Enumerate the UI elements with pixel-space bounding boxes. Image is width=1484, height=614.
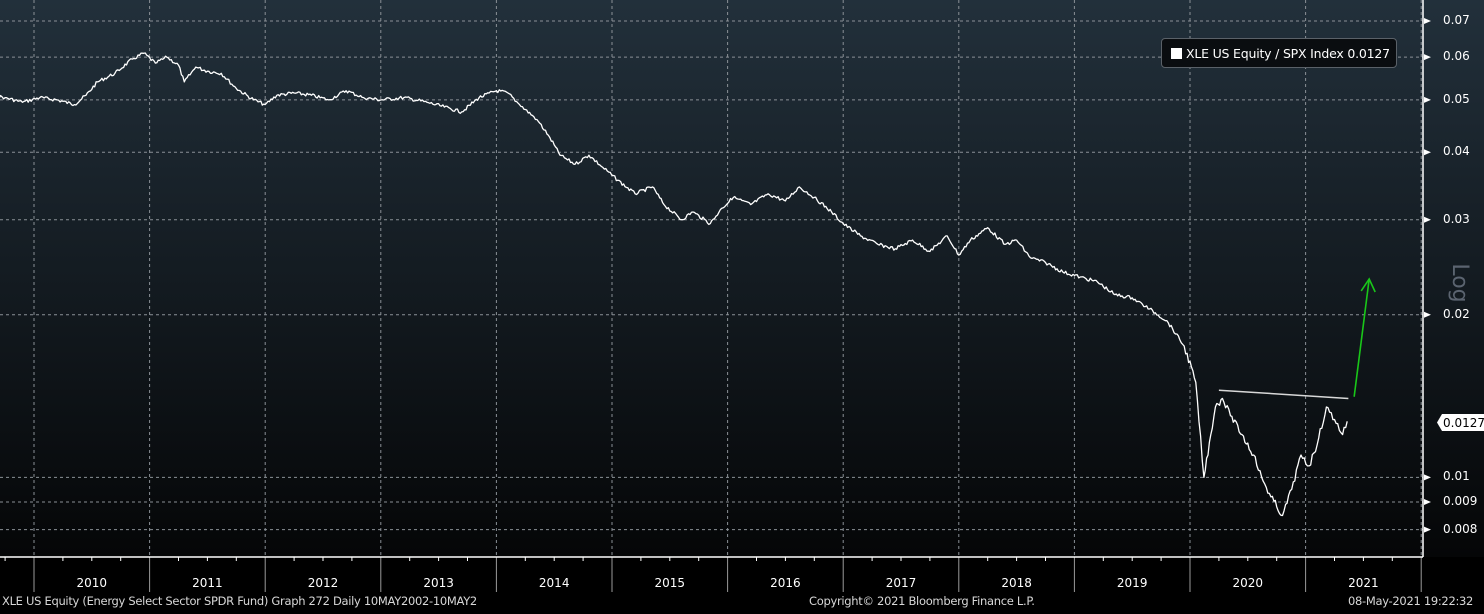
y-tick-marker-icon — [1424, 54, 1431, 61]
x-tick-label: 2011 — [192, 576, 223, 590]
y-tick-marker-icon — [1424, 96, 1431, 103]
y-tick-marker-icon — [1424, 216, 1431, 223]
footer-security-info: XLE US Equity (Energy Select Sector SPDR… — [2, 594, 477, 608]
legend-swatch-icon — [1171, 47, 1182, 59]
footer-copyright: Copyright© 2021 Bloomberg Finance L.P. — [809, 594, 1035, 608]
x-tick-label: 2014 — [538, 576, 570, 590]
x-tick-label: 2021 — [1348, 576, 1379, 590]
log-scale-label: Log — [1447, 263, 1473, 303]
y-tick-label: 0.04 — [1443, 144, 1470, 159]
y-tick-marker-icon — [1424, 311, 1431, 318]
y-tick-label: 0.008 — [1443, 521, 1478, 536]
y-tick-label: 0.06 — [1443, 49, 1470, 64]
last-value-badge: 0.0127 — [1437, 414, 1484, 431]
footer: XLE US Equity (Energy Select Sector SPDR… — [0, 594, 1484, 610]
x-tick-label: 2020 — [1232, 576, 1264, 590]
x-tick-label: 2013 — [423, 576, 454, 590]
legend[interactable]: XLE US Equity / SPX Index 0.0127 — [1161, 38, 1397, 68]
y-tick-label: 0.03 — [1443, 211, 1470, 226]
series-line — [0, 52, 1348, 517]
x-tick-label: 2019 — [1116, 576, 1148, 590]
y-tick-marker-icon — [1424, 149, 1431, 156]
y-tick-marker-icon — [1424, 499, 1431, 506]
legend-label: XLE US Equity / SPX Index 0.0127 — [1186, 45, 1390, 61]
x-tick-label: 2010 — [76, 576, 108, 590]
y-tick-label: 0.01 — [1443, 469, 1470, 484]
neckline-trendline — [1218, 389, 1349, 400]
arrowhead-icon — [1360, 277, 1376, 293]
y-tick-marker-icon — [1424, 18, 1431, 24]
y-tick-label: 0.009 — [1443, 494, 1478, 509]
x-tick-label: 2015 — [654, 576, 686, 590]
plot-background — [0, 0, 1423, 557]
x-tick-label: 2017 — [885, 576, 917, 590]
x-tick-label: 2016 — [770, 576, 801, 590]
y-tick-marker-icon — [1424, 474, 1431, 481]
axis-background — [1423, 0, 1484, 557]
breakout-arrow-icon — [1353, 278, 1370, 397]
footer-timestamp: 08-May-2021 19:22:32 — [1348, 594, 1474, 608]
x-tick-label: 2012 — [307, 576, 339, 590]
y-tick-label: 0.07 — [1443, 13, 1470, 27]
x-tick-label: 2018 — [1001, 576, 1032, 590]
y-tick-label: 0.05 — [1443, 91, 1470, 106]
y-tick-marker-icon — [1424, 526, 1431, 533]
y-tick-label: 0.02 — [1443, 306, 1470, 321]
